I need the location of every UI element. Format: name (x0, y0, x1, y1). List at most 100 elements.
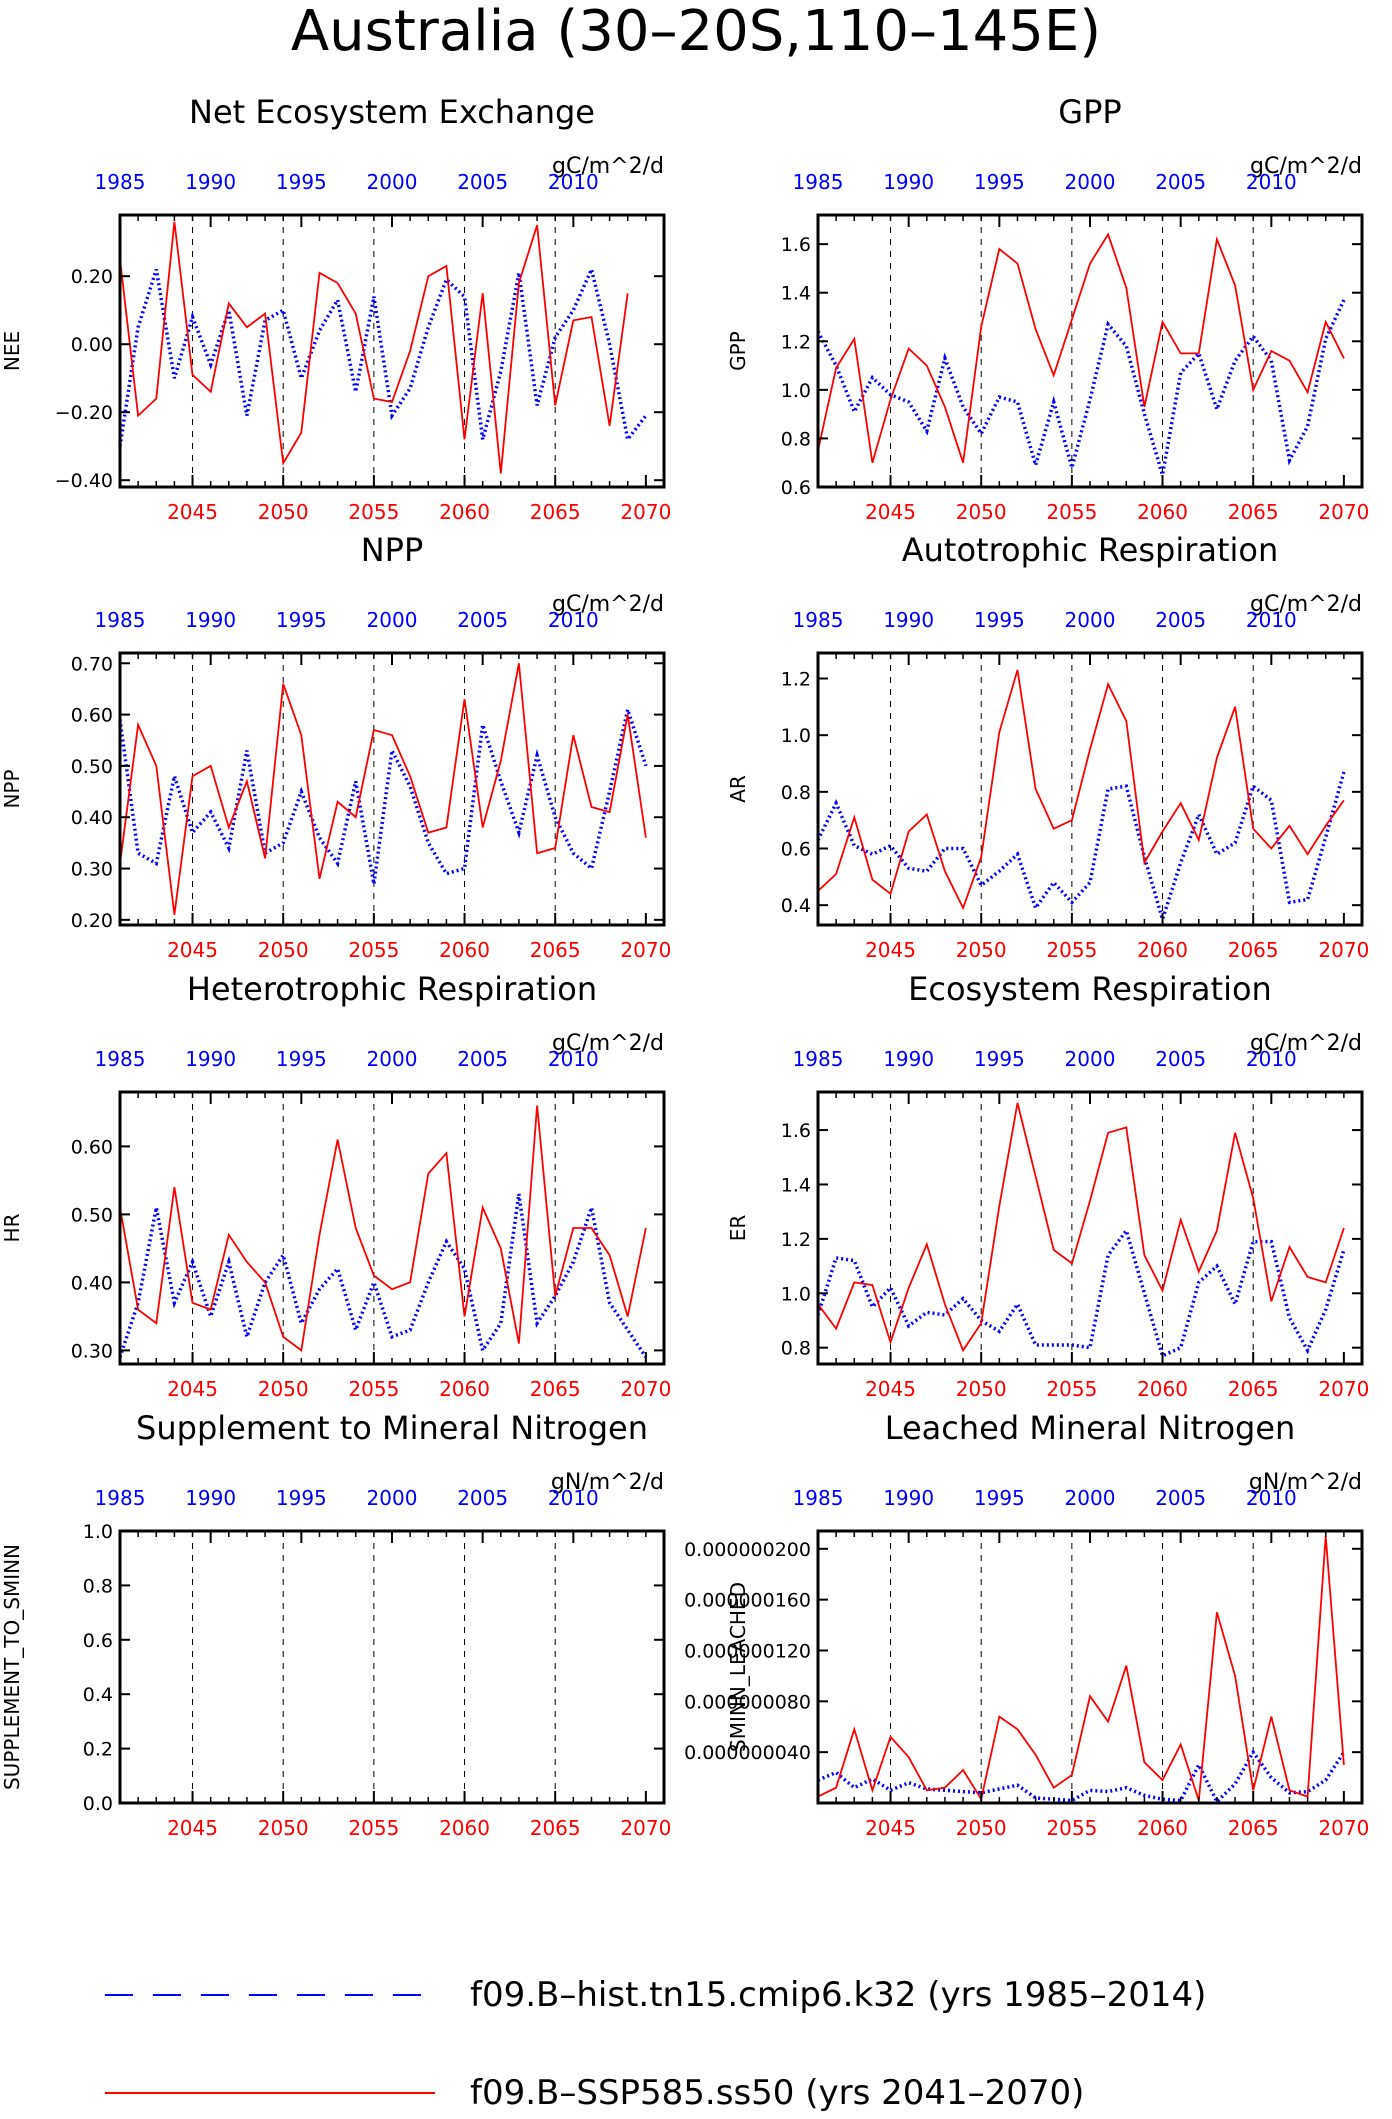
y-tick-label: 0.4 (781, 895, 811, 917)
y-tick-label: 1.0 (781, 380, 811, 402)
y-tick-label: −0.40 (55, 470, 113, 492)
x-tick-label-bottom: 2065 (530, 500, 581, 524)
x-tick-label-bottom: 2045 (865, 1377, 916, 1401)
y-tick-label: 0.60 (71, 1136, 113, 1158)
y-tick-label: 0.6 (781, 839, 811, 861)
y-tick-label: 0.2 (83, 1739, 113, 1761)
series-line-hist (118, 263, 648, 447)
x-tick-label-bottom: 2070 (620, 500, 671, 524)
y-tick-label: 0.000000120 (684, 1640, 811, 1662)
x-tick-label-bottom: 2050 (956, 1816, 1007, 1840)
x-tick-label-bottom: 2070 (1318, 1377, 1369, 1401)
units-label: gC/m^2/d (552, 592, 664, 617)
x-tick-label-bottom: 2055 (1046, 1816, 1097, 1840)
series-line-ssp585 (119, 221, 629, 474)
panel-title: Heterotrophic Respiration (187, 970, 597, 1008)
y-tick-label: 1.2 (781, 669, 811, 691)
x-tick-label-top: 1990 (185, 608, 236, 632)
y-tick-label: 1.0 (83, 1521, 113, 1543)
x-tick-label-bottom: 2045 (167, 938, 218, 962)
x-tick-label-bottom: 2055 (1046, 500, 1097, 524)
x-tick-label-bottom: 2060 (439, 1377, 490, 1401)
panel-sminn-leached: Leached Mineral Nitrogen gN/m^2/d SMINN_LE… (684, 1409, 1369, 1840)
x-tick-label-bottom: 2070 (1318, 1816, 1369, 1840)
panel-hr: Heterotrophic Respiration gC/m^2/d HR 0.30 0… (0, 970, 671, 1401)
y-axis-label: NEE (0, 331, 24, 371)
x-tick-label-top: 2000 (1065, 1486, 1116, 1510)
x-tick-label-top: 2010 (548, 170, 599, 194)
y-tick-label: −0.20 (55, 402, 113, 424)
x-tick-label-bottom: 2070 (620, 1816, 671, 1840)
y-tick-label: 0.000000080 (684, 1691, 811, 1713)
y-tick-label: 0.6 (781, 477, 811, 499)
y-axis-label: ER (726, 1215, 750, 1242)
series-line-hist (816, 771, 1346, 926)
y-axis-label: GPP (726, 331, 750, 371)
x-tick-label-top: 1985 (95, 1486, 146, 1510)
x-tick-label-top: 2010 (1246, 1047, 1297, 1071)
figure-title: Australia (30–20S,110–145E) (291, 0, 1101, 64)
x-tick-label-top: 1995 (974, 170, 1025, 194)
x-tick-label-top: 1995 (276, 1047, 327, 1071)
x-tick-label-bottom: 2065 (530, 1816, 581, 1840)
series-line-ssp585 (119, 1105, 647, 1353)
plot-frame (816, 1529, 1364, 1805)
x-tick-label-bottom: 2060 (1137, 1816, 1188, 1840)
legend: f09.B–hist.tn15.cmip6.k32 (yrs 1985–2014… (105, 1975, 1206, 2113)
x-tick-label-top: 2005 (1155, 1047, 1206, 1071)
x-tick-label-bottom: 2070 (1318, 500, 1369, 524)
y-tick-label: 0.8 (781, 428, 811, 450)
x-tick-label-top: 2010 (1246, 608, 1297, 632)
panel-title: Ecosystem Respiration (908, 970, 1272, 1008)
x-tick-label-top: 1995 (276, 1486, 327, 1510)
legend-hist-label: f09.B–hist.tn15.cmip6.k32 (yrs 1985–2014… (470, 1975, 1206, 2015)
series-line-hist (118, 1193, 648, 1359)
x-tick-label-top: 1985 (793, 1047, 844, 1071)
series-line-ssp585 (817, 232, 1345, 463)
plot-frame (118, 651, 666, 927)
panel-title: NPP (361, 531, 424, 569)
x-tick-label-top: 1985 (95, 608, 146, 632)
panel-title: Net Ecosystem Exchange (189, 93, 595, 131)
x-tick-label-bottom: 2045 (167, 1816, 218, 1840)
x-tick-label-bottom: 2045 (167, 500, 218, 524)
x-tick-label-top: 2000 (367, 1047, 418, 1071)
x-tick-label-top: 1990 (883, 1486, 934, 1510)
panel-gpp: GPP gC/m^2/d GPP 0.6 0.8 1.0 1.2 1.4 1.6 2045 2050… (726, 93, 1369, 524)
x-tick-label-top: 2010 (548, 608, 599, 632)
series-line-ssp585 (817, 1536, 1345, 1802)
x-tick-label-top: 1990 (185, 1047, 236, 1071)
x-tick-label-bottom: 2065 (530, 938, 581, 962)
y-tick-label: 0.0 (83, 1793, 113, 1815)
x-tick-label-top: 1995 (974, 1047, 1025, 1071)
y-tick-label: 0.000000160 (684, 1590, 811, 1612)
x-tick-label-bottom: 2050 (956, 938, 1007, 962)
units-label: gC/m^2/d (1250, 1031, 1362, 1056)
y-tick-label: 0.40 (71, 1272, 113, 1294)
panel-nee: Net Ecosystem Exchange gC/m^2/d NEE −0.40 −0… (0, 93, 671, 524)
y-tick-label: 0.40 (71, 807, 113, 829)
x-tick-label-bottom: 2060 (1137, 938, 1188, 962)
panel-title: Supplement to Mineral Nitrogen (136, 1409, 648, 1447)
x-tick-label-bottom: 2055 (348, 1377, 399, 1401)
series-line-hist (816, 1226, 1346, 1359)
series-line-ssp585 (119, 663, 647, 915)
x-tick-label-bottom: 2055 (348, 500, 399, 524)
y-tick-label: 0.50 (71, 1204, 113, 1226)
x-tick-label-top: 1995 (276, 170, 327, 194)
y-tick-label: 0.20 (71, 266, 113, 288)
series-line-hist (817, 1748, 1346, 1805)
x-tick-label-top: 2010 (1246, 170, 1297, 194)
units-label: gC/m^2/d (1250, 592, 1362, 617)
y-tick-label: 0.60 (71, 705, 113, 727)
series-line-hist (118, 702, 648, 885)
x-tick-label-bottom: 2070 (620, 938, 671, 962)
units-label: gN/m^2/d (1249, 1470, 1362, 1495)
units-label: gN/m^2/d (551, 1470, 664, 1495)
x-tick-label-bottom: 2050 (258, 1816, 309, 1840)
y-tick-label: 0.6 (83, 1630, 113, 1652)
x-tick-label-top: 2000 (1065, 1047, 1116, 1071)
x-tick-label-bottom: 2070 (620, 1377, 671, 1401)
y-tick-label: 1.2 (781, 331, 811, 353)
